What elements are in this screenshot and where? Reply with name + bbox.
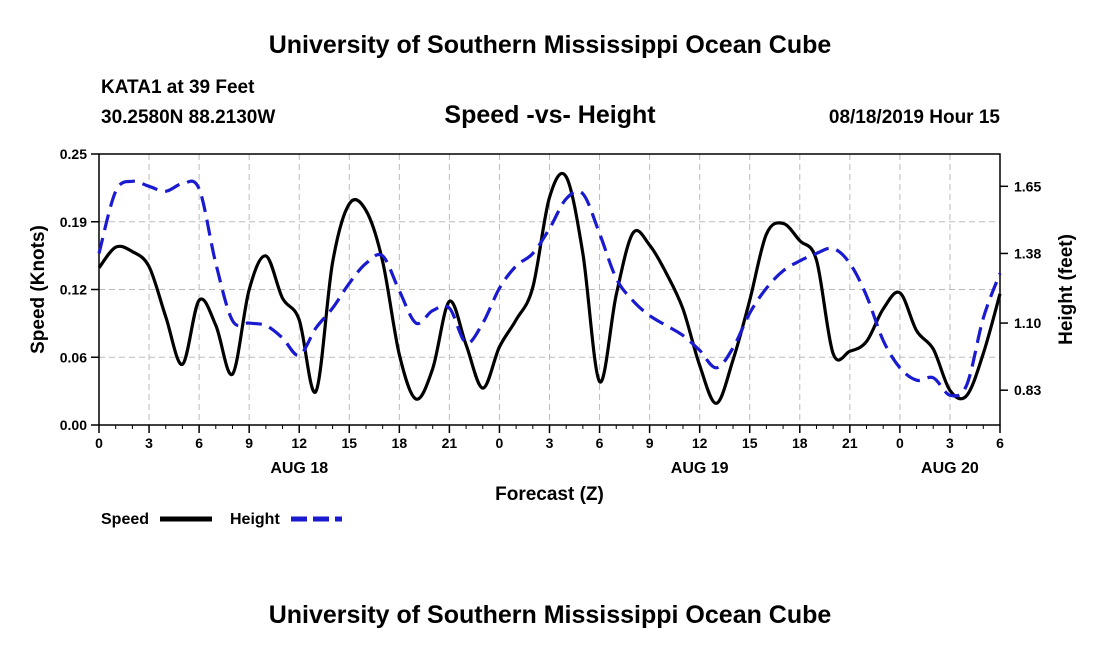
y2-tick-label: 1.10 <box>1014 315 1041 331</box>
x-tick-label: 0 <box>896 435 904 451</box>
footer-title: University of Southern Mississippi Ocean… <box>268 601 832 629</box>
forecast-datetime: 08/18/2019 Hour 15 <box>828 107 1000 128</box>
x-tick-label: 3 <box>145 435 153 451</box>
x-tick-label: 21 <box>442 435 458 451</box>
date-label: AUG 20 <box>921 460 979 477</box>
y2-axis-title: Height (feet) <box>1056 234 1077 345</box>
legend-speed-label: Speed <box>101 511 149 528</box>
x-tick-label: 0 <box>95 435 103 451</box>
height-series-line <box>97 179 1002 398</box>
x-tick-label: 18 <box>392 435 408 451</box>
x-tick-label: 6 <box>195 435 203 451</box>
y2-tick-label: 0.83 <box>1014 382 1041 398</box>
coordinates-label: 30.2580N 88.2130W <box>101 107 276 128</box>
x-tick-label: 21 <box>842 435 858 451</box>
y2-tick-label: 1.65 <box>1014 178 1041 194</box>
y-tick-label: 0.25 <box>60 146 87 162</box>
speed-series-line <box>97 171 1002 405</box>
y-tick-label: 0.06 <box>60 349 87 365</box>
x-tick-label: 12 <box>692 435 708 451</box>
date-label: AUG 19 <box>671 460 729 477</box>
y-tick-label: 0.19 <box>60 214 87 230</box>
x-tick-label: 9 <box>245 435 253 451</box>
x-tick-label: 18 <box>792 435 808 451</box>
x-tick-label: 9 <box>646 435 654 451</box>
x-tick-label: 6 <box>996 435 1004 451</box>
date-label: AUG 18 <box>270 460 328 477</box>
legend-height-label: Height <box>230 511 280 528</box>
x-axis-title: Forecast (Z) <box>495 484 604 505</box>
y-tick-label: 0.00 <box>60 417 87 433</box>
x-tick-label: 3 <box>946 435 954 451</box>
x-tick-label: 0 <box>496 435 504 451</box>
y-axis-title: Speed (Knots) <box>28 225 49 354</box>
x-tick-label: 15 <box>341 435 357 451</box>
x-tick-label: 6 <box>596 435 604 451</box>
x-tick-label: 3 <box>546 435 554 451</box>
x-tick-label: 12 <box>291 435 307 451</box>
chart-title: Speed -vs- Height <box>444 101 656 129</box>
y2-tick-label: 1.38 <box>1014 245 1041 261</box>
y-tick-label: 0.12 <box>60 282 87 298</box>
page-title: University of Southern Mississippi Ocean… <box>268 31 832 59</box>
station-label: KATA1 at 39 Feet <box>101 77 255 98</box>
x-tick-label: 15 <box>742 435 758 451</box>
